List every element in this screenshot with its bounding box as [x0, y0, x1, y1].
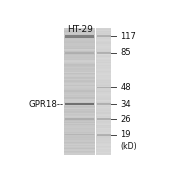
- Text: GPR18--: GPR18--: [28, 100, 63, 109]
- Bar: [97, 118, 111, 120]
- Text: 26: 26: [120, 115, 131, 124]
- Text: (kD): (kD): [120, 142, 137, 151]
- Bar: [64, 28, 95, 155]
- Bar: [65, 134, 94, 135]
- Text: 19: 19: [120, 130, 131, 139]
- Text: HT-29: HT-29: [67, 25, 93, 34]
- Bar: [65, 52, 94, 54]
- Bar: [97, 103, 111, 105]
- Bar: [97, 134, 111, 136]
- Text: 85: 85: [120, 48, 131, 57]
- Bar: [65, 35, 94, 38]
- Bar: [65, 103, 94, 105]
- Bar: [97, 87, 111, 88]
- Bar: [97, 35, 111, 37]
- Text: 34: 34: [120, 100, 131, 109]
- Bar: [96, 28, 111, 155]
- Text: 48: 48: [120, 83, 131, 92]
- Bar: [97, 52, 111, 54]
- Bar: [65, 118, 94, 120]
- Text: 117: 117: [120, 32, 136, 41]
